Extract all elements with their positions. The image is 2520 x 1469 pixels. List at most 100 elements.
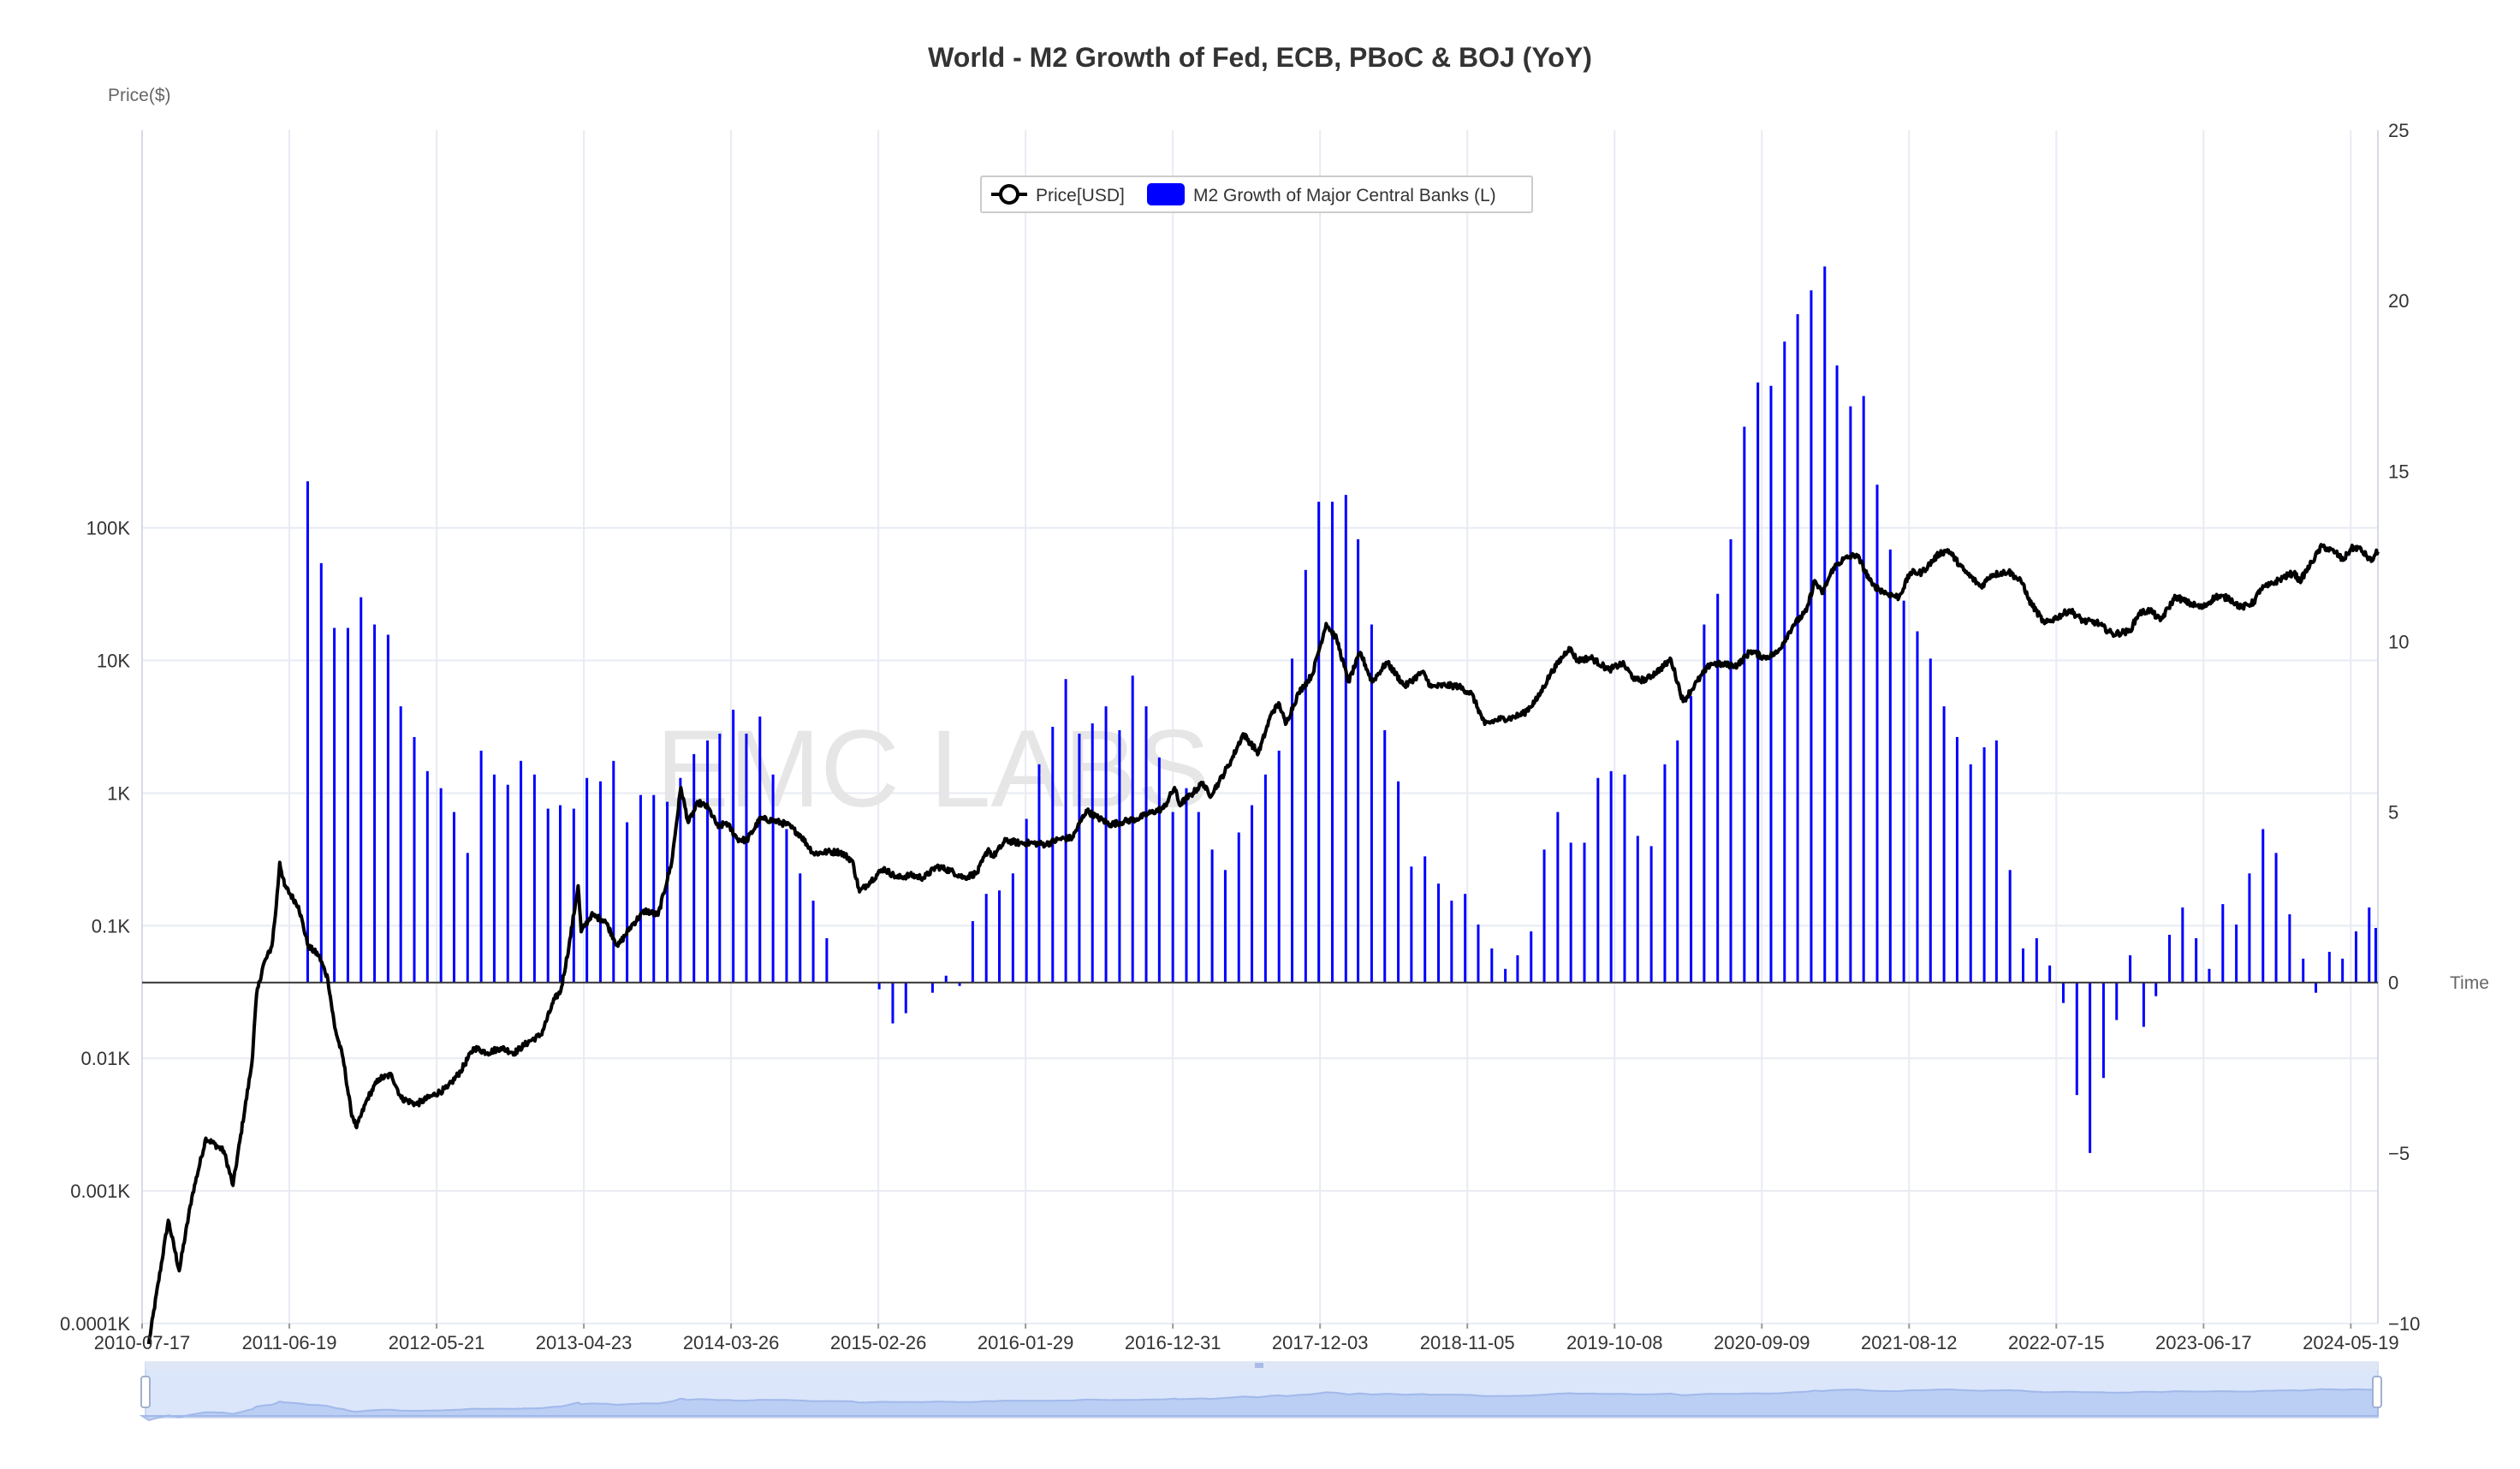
m2-growth-bar[interactable]: [2288, 914, 2291, 983]
m2-growth-bar[interactable]: [1756, 382, 1760, 983]
m2-growth-bar[interactable]: [1716, 593, 1720, 983]
m2-growth-bar[interactable]: [666, 801, 669, 983]
m2-growth-bar[interactable]: [692, 753, 696, 983]
m2-growth-bar[interactable]: [2274, 853, 2278, 983]
m2-growth-bar[interactable]: [2368, 907, 2371, 983]
m2-growth-bar[interactable]: [904, 982, 907, 1014]
m2-growth-bar[interactable]: [652, 794, 656, 983]
m2-growth-bar[interactable]: [1703, 624, 1706, 983]
m2-growth-bar[interactable]: [1357, 538, 1360, 983]
m2-growth-bar[interactable]: [1929, 658, 1932, 983]
m2-growth-bar[interactable]: [399, 706, 402, 983]
m2-growth-bar[interactable]: [1051, 727, 1055, 983]
m2-growth-bar[interactable]: [758, 717, 762, 983]
m2-growth-bar[interactable]: [1185, 788, 1188, 983]
m2-growth-bar[interactable]: [639, 794, 642, 983]
m2-growth-bar[interactable]: [1091, 723, 1094, 983]
m2-growth-bar[interactable]: [1104, 706, 1108, 983]
m2-growth-bar[interactable]: [1317, 502, 1321, 983]
m2-growth-bar[interactable]: [386, 634, 389, 983]
data-zoom-right-handle[interactable]: [2372, 1376, 2382, 1408]
m2-growth-bar[interactable]: [2022, 948, 2025, 983]
m2-growth-bar[interactable]: [1490, 948, 1494, 983]
m2-growth-bar[interactable]: [1237, 832, 1240, 983]
m2-growth-bar[interactable]: [452, 812, 455, 983]
m2-growth-bar[interactable]: [1823, 266, 1827, 983]
data-zoom-center-grip-icon[interactable]: [1255, 1363, 1263, 1368]
m2-growth-bar[interactable]: [306, 481, 309, 983]
m2-growth-bar[interactable]: [598, 781, 602, 983]
m2-growth-bar[interactable]: [1729, 538, 1732, 983]
m2-growth-bar[interactable]: [1330, 502, 1334, 983]
m2-growth-bar[interactable]: [2048, 965, 2052, 983]
m2-growth-bar[interactable]: [2168, 934, 2172, 983]
m2-growth-bar[interactable]: [1623, 774, 1626, 983]
m2-growth-bar[interactable]: [1197, 812, 1200, 983]
m2-growth-bar[interactable]: [439, 788, 443, 983]
m2-growth-bar[interactable]: [1078, 733, 1081, 983]
m2-growth-bar[interactable]: [1118, 729, 1121, 983]
m2-growth-bar[interactable]: [2035, 937, 2038, 983]
m2-growth-bar[interactable]: [1291, 658, 1294, 983]
m2-growth-bar[interactable]: [413, 736, 416, 983]
m2-growth-bar[interactable]: [1596, 777, 1600, 983]
m2-growth-bar[interactable]: [479, 750, 483, 983]
m2-growth-bar[interactable]: [1982, 746, 1986, 983]
m2-growth-bar[interactable]: [1902, 600, 1905, 983]
m2-growth-bar[interactable]: [1423, 856, 1427, 983]
m2-growth-bar[interactable]: [1344, 495, 1347, 983]
m2-growth-bar[interactable]: [346, 627, 349, 983]
m2-growth-bar[interactable]: [1037, 764, 1041, 983]
m2-growth-bar[interactable]: [1025, 818, 1028, 983]
m2-growth-bar[interactable]: [811, 901, 815, 983]
m2-growth-bar[interactable]: [1676, 740, 1679, 983]
m2-growth-bar[interactable]: [333, 627, 336, 983]
m2-growth-bar[interactable]: [2261, 829, 2265, 983]
m2-growth-bar[interactable]: [1210, 849, 1214, 983]
m2-growth-bar[interactable]: [559, 805, 562, 983]
m2-growth-bar[interactable]: [2129, 955, 2132, 983]
m2-growth-bar[interactable]: [2075, 982, 2078, 1096]
m2-growth-bar[interactable]: [1516, 955, 1519, 983]
m2-growth-bar[interactable]: [771, 774, 775, 983]
m2-growth-bar[interactable]: [1955, 736, 1958, 983]
m2-growth-bar[interactable]: [1636, 836, 1639, 983]
m2-growth-bar[interactable]: [506, 784, 509, 983]
m2-growth-bar[interactable]: [1370, 624, 1373, 983]
m2-growth-bar[interactable]: [425, 770, 429, 983]
m2-growth-bar[interactable]: [360, 597, 363, 983]
m2-growth-bar[interactable]: [1144, 706, 1148, 983]
m2-growth-bar[interactable]: [1223, 870, 1227, 983]
m2-growth-bar[interactable]: [2115, 982, 2119, 1020]
m2-growth-bar[interactable]: [1064, 679, 1067, 983]
m2-growth-bar[interactable]: [2221, 904, 2225, 983]
m2-growth-bar[interactable]: [1583, 842, 1586, 983]
m2-growth-bar[interactable]: [2208, 968, 2211, 983]
m2-growth-bar[interactable]: [2181, 907, 2184, 983]
m2-growth-bar[interactable]: [1464, 894, 1467, 983]
m2-growth-bar[interactable]: [732, 710, 735, 983]
legend-item-price[interactable]: Price[USD]: [991, 184, 1125, 205]
m2-growth-bar[interactable]: [2248, 873, 2251, 983]
m2-growth-bar[interactable]: [585, 777, 589, 983]
m2-growth-bar[interactable]: [1410, 866, 1413, 983]
data-zoom-slider[interactable]: [139, 1361, 2382, 1421]
m2-growth-bar[interactable]: [1542, 849, 1546, 983]
m2-growth-bar[interactable]: [706, 740, 710, 983]
m2-growth-bar[interactable]: [612, 760, 615, 983]
m2-growth-bar[interactable]: [2195, 937, 2198, 983]
m2-growth-bar[interactable]: [520, 760, 523, 983]
m2-growth-bar[interactable]: [718, 733, 722, 983]
m2-growth-bar[interactable]: [745, 733, 748, 983]
m2-growth-bar[interactable]: [1849, 406, 1852, 983]
m2-growth-bar[interactable]: [1569, 842, 1572, 983]
m2-growth-bar[interactable]: [1835, 365, 1839, 983]
m2-growth-bar[interactable]: [1477, 925, 1480, 983]
m2-growth-bar[interactable]: [373, 624, 377, 983]
m2-growth-bar[interactable]: [1916, 631, 1919, 983]
m2-growth-bar[interactable]: [1530, 931, 1533, 983]
m2-growth-bar[interactable]: [825, 937, 829, 983]
m2-growth-bar[interactable]: [1131, 675, 1134, 983]
m2-growth-bar[interactable]: [1011, 873, 1014, 983]
m2-growth-bar[interactable]: [2061, 982, 2065, 1003]
